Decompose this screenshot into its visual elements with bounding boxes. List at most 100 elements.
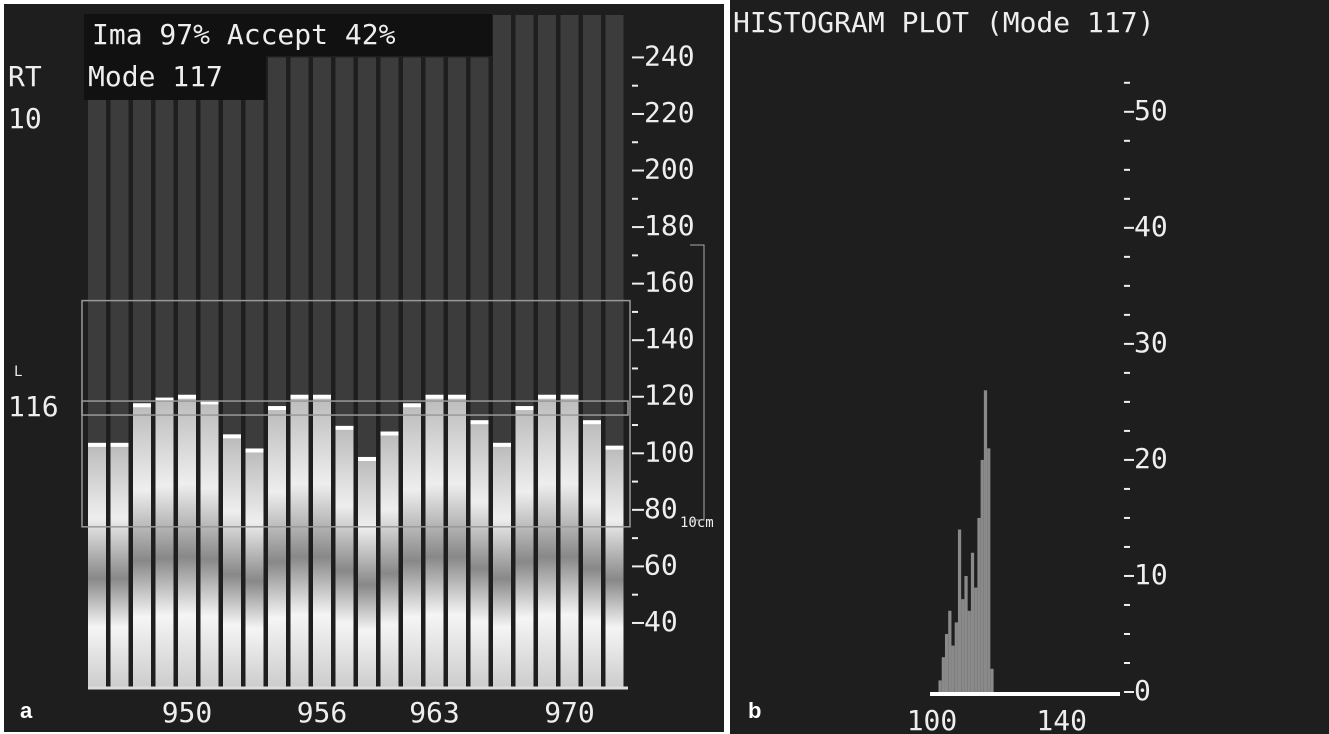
boundary-line	[426, 395, 444, 399]
tissue-column	[493, 445, 511, 688]
histogram-bar	[961, 599, 964, 692]
boundary-line	[111, 443, 129, 447]
tissue-column	[516, 408, 534, 688]
boundary-line	[583, 420, 601, 424]
tissue-column	[471, 422, 489, 688]
tissue-column	[583, 422, 601, 688]
boundary-line	[313, 395, 331, 399]
y-tick-label: 60	[644, 548, 678, 581]
figure: Ima 97% Accept 42% RT Mode 117 10 10cm a…	[0, 0, 1329, 734]
boundary-line	[538, 395, 556, 399]
x-tick-label: 100	[907, 704, 958, 734]
y-tick-label: 0	[1134, 674, 1151, 707]
y-tick-label: 140	[644, 322, 695, 355]
histogram-bar	[987, 448, 990, 692]
tissue-column	[88, 445, 106, 688]
tissue-column	[606, 448, 624, 688]
boundary-line	[133, 403, 151, 407]
scan-column	[88, 97, 106, 445]
scan-column	[133, 97, 151, 405]
histogram-bar	[974, 588, 977, 692]
tissue-column	[133, 405, 151, 688]
tissue-column	[448, 397, 466, 688]
histogram-title: HISTOGRAM PLOT (Mode 117)	[733, 6, 1154, 39]
boundary-line	[246, 448, 264, 452]
histogram-bar	[971, 553, 974, 692]
histogram-bar	[984, 390, 987, 692]
tissue-column	[268, 408, 286, 688]
tissue-column	[381, 434, 399, 688]
x-tick-label: 970	[544, 696, 595, 729]
boundary-line	[88, 443, 106, 447]
rt-label: RT	[8, 60, 42, 93]
y-tick-label: 200	[644, 153, 695, 186]
status-text: Ima 97% Accept 42%	[92, 18, 396, 51]
boundary-line	[336, 426, 354, 430]
scan-column	[223, 97, 241, 436]
tissue-column	[156, 400, 174, 688]
mode-label: Mode 117	[88, 60, 223, 93]
y-tick-label: 30	[1134, 326, 1168, 359]
scan-column	[448, 57, 466, 396]
boundary-line	[223, 434, 241, 438]
y-tick-label: 240	[644, 39, 695, 72]
panel-label: b	[748, 698, 761, 723]
histogram-bar	[945, 634, 948, 692]
x-tick-label: 140	[1036, 704, 1087, 734]
y-tick-label: 40	[644, 605, 678, 638]
rt-value: 10	[8, 102, 42, 135]
histogram-bar	[968, 611, 971, 692]
histogram-bar	[977, 518, 980, 692]
marker-label: 116	[8, 390, 59, 423]
scan-column	[471, 57, 489, 422]
y-tick-label: 50	[1134, 94, 1168, 127]
scan-column	[426, 57, 444, 396]
y-tick-label: 80	[644, 492, 678, 525]
tissue-column	[426, 397, 444, 688]
scale-label: 10cm	[680, 515, 714, 531]
y-tick-label: 160	[644, 266, 695, 299]
scan-column	[111, 97, 129, 445]
scan-column	[313, 57, 331, 396]
boundary-line	[178, 395, 196, 399]
tissue-column	[538, 397, 556, 688]
panel-label: a	[20, 698, 33, 723]
tissue-column	[561, 397, 579, 688]
tissue-column	[358, 459, 376, 688]
scan-column	[403, 57, 421, 405]
scan-column	[268, 57, 286, 408]
boundary-line	[561, 395, 579, 399]
tissue-column	[223, 436, 241, 688]
scan-column	[246, 97, 264, 450]
scan-column	[606, 15, 624, 448]
scan-column	[381, 57, 399, 433]
scan-column	[583, 15, 601, 422]
x-tick-label: 950	[162, 696, 213, 729]
tissue-column	[246, 450, 264, 688]
panel-b-bg	[730, 0, 1329, 734]
y-tick-label: 10	[1134, 558, 1168, 591]
tissue-column	[201, 402, 219, 688]
boundary-line	[358, 457, 376, 461]
histogram-bar	[942, 657, 945, 692]
histogram-bar	[981, 460, 984, 692]
histogram-bar	[951, 646, 954, 692]
y-tick-label: 180	[644, 209, 695, 242]
tissue-column	[336, 428, 354, 688]
histogram-bar	[958, 530, 961, 692]
scan-column	[178, 97, 196, 397]
boundary-line	[493, 443, 511, 447]
x-tick-label: 956	[297, 696, 348, 729]
histogram-bar	[938, 680, 941, 692]
histogram-bar	[990, 669, 993, 692]
y-tick-label: 20	[1134, 442, 1168, 475]
tissue-column	[178, 397, 196, 688]
scan-column	[291, 57, 309, 396]
boundary-line	[268, 406, 286, 410]
scan-column	[493, 15, 511, 445]
boundary-line	[291, 395, 309, 399]
histogram-bar	[955, 622, 958, 692]
boundary-line	[471, 420, 489, 424]
scan-column	[201, 97, 219, 402]
boundary-line	[448, 395, 466, 399]
